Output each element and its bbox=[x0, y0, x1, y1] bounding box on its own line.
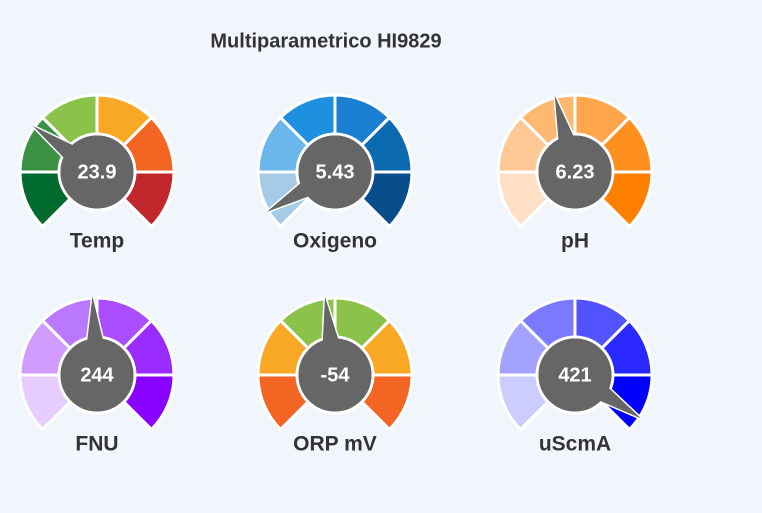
gauge-hub-fill bbox=[60, 338, 134, 412]
gauge-value: 23.9 bbox=[78, 161, 117, 183]
gauge-label: Oxigeno bbox=[293, 230, 377, 253]
gauge-hub-fill bbox=[298, 135, 372, 209]
gauge-label: Temp bbox=[70, 230, 124, 253]
gauge-value: 421 bbox=[558, 364, 591, 386]
gauge-hub-fill bbox=[538, 135, 612, 209]
gauge-hub-fill bbox=[538, 338, 612, 412]
gauge-value: 5.43 bbox=[316, 161, 355, 183]
gauge-label: FNU bbox=[75, 433, 118, 456]
gauge-label: pH bbox=[561, 230, 589, 253]
gauge-hub-fill bbox=[60, 135, 134, 209]
gauge-hub-fill bbox=[298, 338, 372, 412]
gauge-label: uScmA bbox=[539, 433, 611, 456]
gauge-value: 6.23 bbox=[556, 161, 595, 183]
gauge-value: -54 bbox=[321, 364, 351, 386]
gauge-label: ORP mV bbox=[293, 433, 377, 456]
page-title: Multiparametrico HI9829 bbox=[210, 30, 441, 52]
gauge-value: 244 bbox=[80, 364, 114, 386]
